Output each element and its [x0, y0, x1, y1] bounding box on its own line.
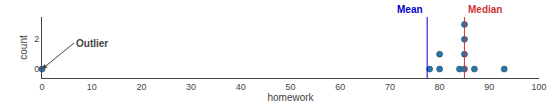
svg-text:70: 70	[385, 82, 395, 92]
svg-text:10: 10	[87, 82, 97, 92]
svg-text:30: 30	[186, 82, 196, 92]
svg-text:count: count	[18, 35, 29, 60]
svg-text:50: 50	[285, 82, 295, 92]
svg-text:90: 90	[484, 82, 494, 92]
svg-text:80: 80	[435, 82, 445, 92]
svg-text:0: 0	[34, 64, 39, 74]
svg-text:2: 2	[34, 34, 39, 44]
svg-text:20: 20	[136, 82, 146, 92]
svg-text:40: 40	[236, 82, 246, 92]
svg-text:Median: Median	[468, 4, 502, 15]
svg-text:60: 60	[335, 82, 345, 92]
svg-text:homework: homework	[267, 92, 314, 103]
svg-text:100: 100	[531, 82, 546, 92]
svg-text:Outlier: Outlier	[76, 38, 108, 49]
svg-text:Mean: Mean	[397, 4, 423, 15]
svg-text:0: 0	[39, 82, 44, 92]
